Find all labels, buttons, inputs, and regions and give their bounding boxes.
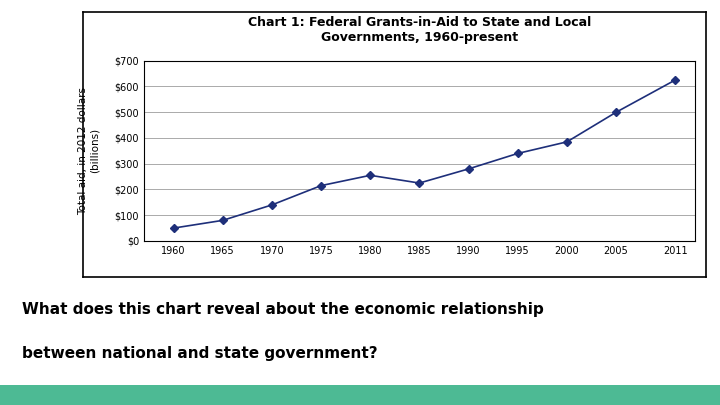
Text: Chart 1: Federal Grants-in-Aid to State and Local
Governments, 1960-present: Chart 1: Federal Grants-in-Aid to State …: [248, 16, 591, 44]
Text: Total aid, in 2012 dollars
(billions): Total aid, in 2012 dollars (billions): [78, 87, 99, 215]
Text: What does this chart reveal about the economic relationship: What does this chart reveal about the ec…: [22, 302, 544, 317]
Text: between national and state government?: between national and state government?: [22, 346, 377, 361]
